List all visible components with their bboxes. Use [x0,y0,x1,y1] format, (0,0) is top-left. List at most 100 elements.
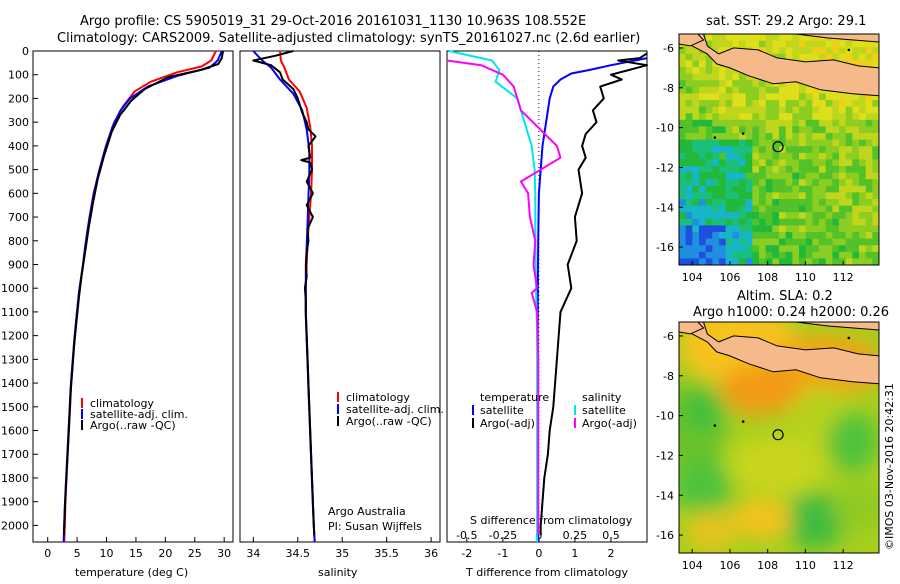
sst-cell [812,258,820,265]
sst-cell [759,251,767,259]
sst-cell [752,179,760,187]
sst-cell [739,146,747,154]
sst-cell [852,47,860,55]
sst-cell [719,159,727,167]
sst-cell [752,126,760,134]
sst-cell [745,100,753,107]
sst-cell [872,139,879,147]
legend-satellite: satellite-adj. clim. [346,403,444,416]
sst-cell [819,179,827,187]
argo-location-marker [772,429,784,441]
sst-cell [859,225,867,233]
sst-cell [772,218,780,226]
sst-cell [805,218,813,226]
sst-cell [745,146,753,154]
sst-cell [845,113,853,121]
sst-cell [685,232,693,239]
sst-cell [865,146,873,154]
sst-cell [699,205,707,213]
sst-cell [779,238,787,246]
sst-cell [832,251,840,259]
sst-cell [732,212,740,220]
lat-tick-label: -8 [663,82,674,95]
sst-cell [752,80,760,88]
sst-cell [685,251,693,259]
sst-cell [719,47,727,55]
sst-cell [739,251,747,259]
sst-cell [845,205,853,213]
sst-cell [832,166,840,173]
sst-cell [725,166,733,173]
sst-cell [872,185,879,193]
sst-cell [792,80,800,88]
sst-cell [799,166,807,173]
sst-cell [845,258,853,265]
sst-cell [792,40,800,48]
sst-cell [799,199,807,206]
t-difference-xlabel: T difference from climatology [465,566,628,579]
sst-cell [865,133,873,140]
sst-cell [845,119,853,127]
sst-cell [699,113,707,121]
sst-cell [712,133,720,140]
sst-cell [719,185,727,193]
sst-cell [699,133,707,140]
sst-cell [779,245,787,253]
sst-cell [679,166,687,173]
sst-cell [732,119,740,127]
sst-cell [772,152,780,160]
sst-cell [772,40,780,48]
sst-cell [759,34,767,41]
sst-cell [679,47,687,55]
sst-cell [872,60,879,68]
sst-cell [692,60,700,68]
temperature-xlabel: temperature (deg C) [75,566,188,579]
sst-cell [685,133,693,140]
sst-cell [699,159,707,167]
depth-tick-label: 200 [8,92,29,105]
sst-cell [759,126,767,134]
sst-cell [812,159,820,167]
sst-cell [679,212,687,220]
sst-cell [719,232,727,239]
sst-cell [819,159,827,167]
sst-cell [732,166,740,173]
sst-cell [865,152,873,160]
sst-cell [785,205,793,213]
sst-cell [872,238,879,246]
sst-cell [759,205,767,213]
sst-cell [779,126,787,134]
sst-cell [819,113,827,121]
sst-cell [825,199,833,206]
sla-map: Altim. SLA: 0.2 Argo h1000: 0.24 h2000: … [656,289,889,572]
sst-cell [765,205,773,213]
sst-cell [805,53,813,61]
sst-cell [825,245,833,253]
sst-cell [792,218,800,226]
sst-cell [739,159,747,167]
sst-cell [859,93,867,101]
sst-cell [739,232,747,239]
sst-cell [785,245,793,253]
sst-cell [772,258,780,265]
legend-argo: Argo(..raw -QC) [346,415,432,428]
sst-cell [799,152,807,160]
sst-cell [839,199,847,206]
sst-cell [812,139,820,147]
sst-cell [799,47,807,55]
sst-cell [725,258,733,265]
sst-cell [785,225,793,233]
salinity-axes-box [239,50,441,543]
sst-cell [772,100,780,107]
sst-cell [859,179,867,187]
sst-cell [679,192,687,200]
sst-cell [792,172,800,180]
sst-cell [779,205,787,213]
sst-cell [772,113,780,121]
sst-cell [825,126,833,134]
sst-cell [772,192,780,200]
depth-tick-label: 1500 [1,401,29,414]
sst-cell [852,185,860,193]
sst-cell [805,100,813,107]
lon-tick-label: 108 [757,271,778,284]
